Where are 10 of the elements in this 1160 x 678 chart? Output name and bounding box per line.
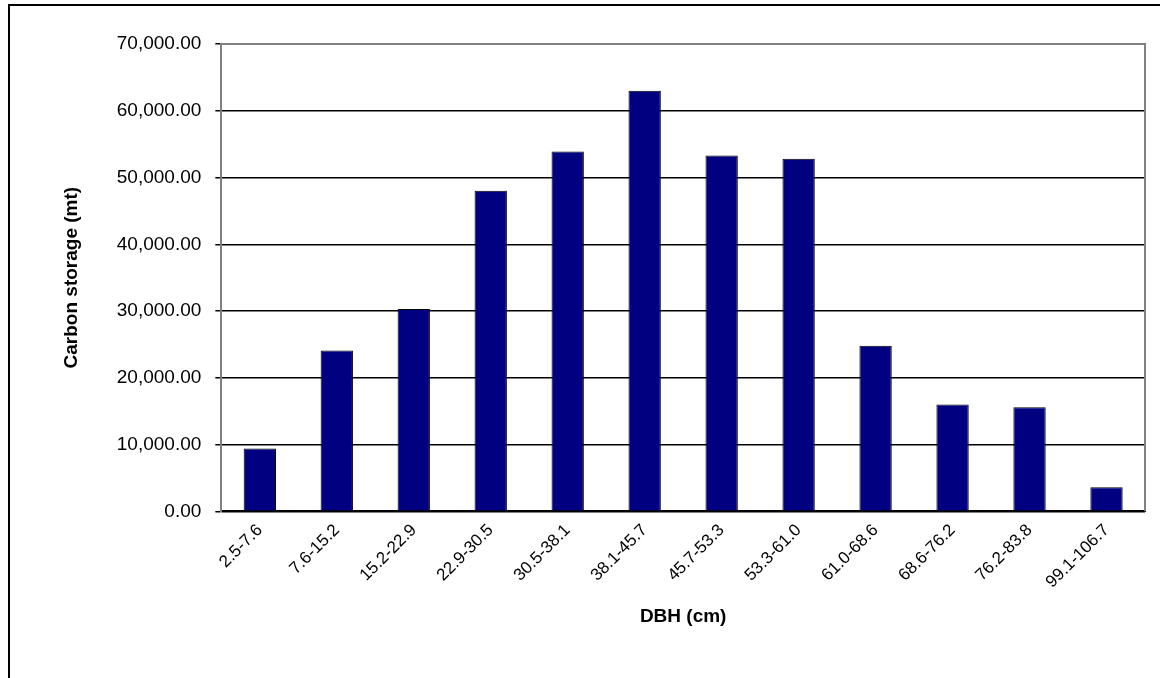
y-tick-label: 40,000.00 [116, 232, 202, 254]
y-tick-label: 30,000.00 [116, 299, 202, 321]
x-axis-title: DBH (cm) [639, 604, 727, 626]
y-tick-label: 0.00 [164, 499, 202, 521]
y-tick-label: 10,000.00 [116, 432, 202, 454]
y-tick-label: 70,000.00 [116, 32, 202, 54]
y-tick-label: 60,000.00 [116, 98, 202, 120]
y-axis-title: Carbon storage (mt) [59, 186, 81, 369]
y-tick-label: 20,000.00 [116, 366, 202, 388]
y-tick-label: 50,000.00 [116, 165, 202, 187]
